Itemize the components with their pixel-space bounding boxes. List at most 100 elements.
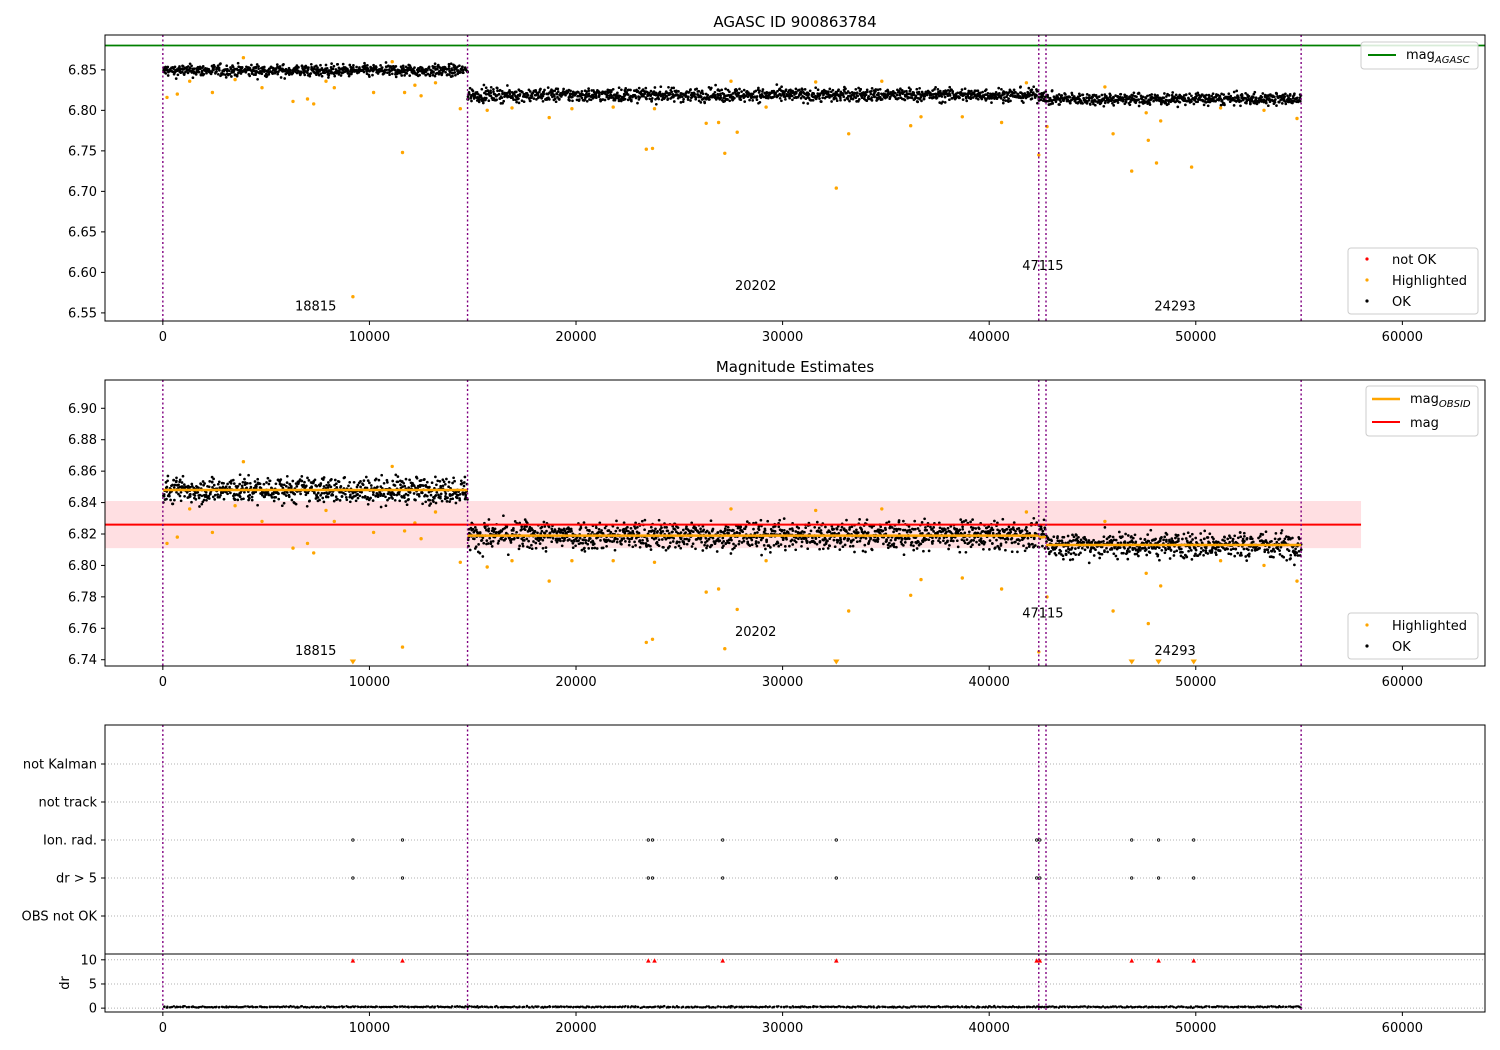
ok-point <box>697 99 701 103</box>
ok-point <box>597 91 601 94</box>
ok-point <box>732 542 735 546</box>
ok-point <box>205 71 208 75</box>
ok-point <box>800 544 803 548</box>
ok-point <box>502 514 505 518</box>
ok-point <box>207 68 211 71</box>
ok-point <box>543 531 547 535</box>
ok-point <box>845 518 848 522</box>
ok-point <box>807 94 810 97</box>
ok-point <box>173 65 177 69</box>
ok-point <box>329 485 333 489</box>
y-tick-label: 6.60 <box>68 266 97 281</box>
ok-point <box>231 478 235 482</box>
ok-point <box>393 484 397 487</box>
ok-point <box>1102 104 1106 108</box>
ok-point <box>180 481 184 484</box>
ok-point <box>188 66 192 70</box>
ok-point <box>609 90 613 94</box>
ok-point <box>948 543 951 547</box>
ok-point <box>830 100 833 103</box>
ok-point <box>539 526 543 530</box>
ok-point <box>695 87 699 91</box>
ok-point <box>858 518 861 521</box>
legend-label-highlighted: Highlighted <box>1392 274 1467 289</box>
ok-point <box>994 90 998 94</box>
ok-point <box>561 531 565 535</box>
highlighted-point <box>729 79 733 83</box>
highlighted-point <box>324 79 328 83</box>
ok-point <box>944 528 947 531</box>
ok-point <box>998 547 1001 551</box>
ok-point <box>1132 91 1136 95</box>
ok-point <box>316 496 320 499</box>
ok-point <box>309 72 313 75</box>
ok-point <box>1128 95 1131 99</box>
ok-point <box>1176 105 1180 109</box>
ok-point <box>694 547 697 551</box>
ok-point <box>458 492 462 496</box>
ok-point <box>168 494 171 498</box>
ok-point <box>322 500 326 504</box>
ok-point <box>272 492 275 496</box>
ok-point <box>833 531 836 535</box>
ok-point <box>727 541 731 545</box>
ok-point <box>517 101 521 105</box>
ok-point <box>379 505 383 509</box>
ok-point <box>559 539 562 543</box>
ok-point <box>420 491 424 495</box>
highlighted-point <box>312 102 316 106</box>
ok-point <box>687 91 690 94</box>
ok-point <box>260 72 264 76</box>
highlighted-point <box>175 92 179 96</box>
highlighted-point <box>433 81 438 85</box>
ok-point <box>671 530 674 534</box>
ok-point <box>280 483 284 486</box>
ok-point <box>188 492 192 496</box>
ok-point <box>425 494 429 498</box>
ok-point <box>580 90 584 93</box>
ok-point <box>412 492 416 495</box>
ok-point <box>176 73 180 77</box>
ok-point <box>702 528 706 532</box>
ok-point <box>815 97 818 100</box>
ok-point <box>979 91 982 95</box>
ok-point <box>826 547 830 550</box>
ok-point <box>700 540 703 544</box>
ok-point <box>376 485 379 489</box>
ok-point <box>946 539 949 543</box>
ok-point <box>636 525 639 529</box>
ok-point <box>666 98 669 101</box>
ok-point <box>574 544 577 548</box>
ok-point <box>241 480 245 484</box>
ok-point <box>870 96 874 99</box>
ok-point <box>339 74 343 77</box>
ok-point <box>1001 101 1005 105</box>
highlighted-point <box>400 150 405 155</box>
ok-point <box>757 541 760 544</box>
x-tick-label: 40000 <box>969 330 1010 345</box>
ok-point <box>238 473 242 477</box>
ok-point <box>870 99 874 102</box>
ok-point <box>521 544 525 548</box>
ok-point <box>1010 536 1014 540</box>
ok-point <box>461 71 465 75</box>
ok-point <box>374 66 378 69</box>
ok-point <box>1264 101 1268 105</box>
ok-point <box>173 498 176 502</box>
y-tick-label: 6.85 <box>68 63 97 78</box>
ok-point <box>717 93 720 97</box>
ok-point <box>654 536 658 540</box>
ok-point <box>362 479 366 482</box>
ok-point <box>544 546 548 549</box>
highlighted-point <box>402 90 407 95</box>
ok-point <box>601 98 605 101</box>
ok-point <box>590 546 594 550</box>
ok-point <box>475 528 478 532</box>
ok-point <box>411 69 415 72</box>
ok-point <box>232 70 235 74</box>
ok-point <box>637 531 641 535</box>
ok-point <box>458 497 461 500</box>
ok-point <box>824 525 827 529</box>
ok-point <box>538 542 542 545</box>
